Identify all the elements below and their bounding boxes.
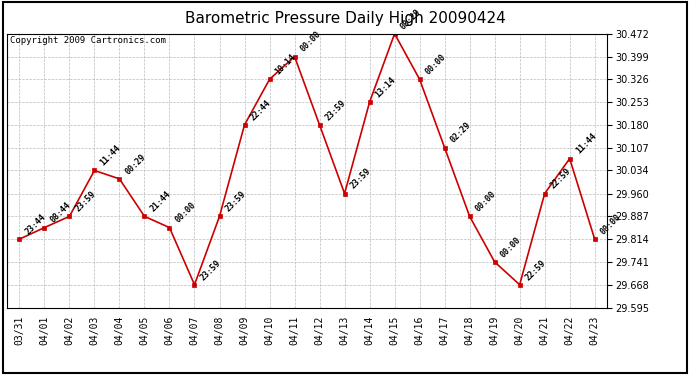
Text: 00:00: 00:00 — [474, 189, 498, 214]
Text: 13:14: 13:14 — [374, 75, 398, 99]
Text: 08:29: 08:29 — [399, 7, 423, 31]
Text: 00:00: 00:00 — [424, 53, 448, 76]
Text: Copyright 2009 Cartronics.com: Copyright 2009 Cartronics.com — [10, 36, 166, 45]
Text: 08:44: 08:44 — [48, 201, 72, 225]
Text: 21:44: 21:44 — [148, 189, 172, 214]
Text: 11:44: 11:44 — [574, 132, 598, 156]
Text: 10:14: 10:14 — [274, 53, 298, 76]
Text: 22:44: 22:44 — [248, 98, 273, 122]
Text: 23:59: 23:59 — [199, 258, 223, 282]
Text: 22:59: 22:59 — [524, 258, 548, 282]
Text: 00:29: 00:29 — [124, 152, 148, 176]
Text: 23:44: 23:44 — [23, 212, 48, 236]
Text: 23:59: 23:59 — [348, 167, 373, 191]
Text: 23:59: 23:59 — [224, 189, 248, 214]
Text: 00:00: 00:00 — [599, 212, 623, 236]
Text: 23:59: 23:59 — [324, 98, 348, 122]
Text: Barometric Pressure Daily High 20090424: Barometric Pressure Daily High 20090424 — [185, 11, 505, 26]
Text: 00:00: 00:00 — [299, 30, 323, 54]
Text: 00:00: 00:00 — [499, 235, 523, 259]
Text: 00:00: 00:00 — [174, 201, 198, 225]
Text: 11:44: 11:44 — [99, 144, 123, 168]
Text: 22:59: 22:59 — [549, 167, 573, 191]
Text: 02:29: 02:29 — [448, 121, 473, 145]
Text: 23:59: 23:59 — [74, 189, 98, 214]
